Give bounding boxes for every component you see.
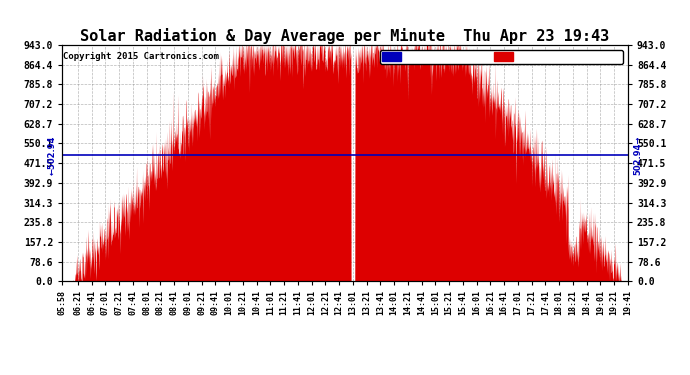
- Legend: Median  (w/m2), Radiation  (w/m2): Median (w/m2), Radiation (w/m2): [380, 50, 623, 64]
- Title: Solar Radiation & Day Average per Minute  Thu Apr 23 19:43: Solar Radiation & Day Average per Minute…: [80, 28, 610, 44]
- Text: Copyright 2015 Cartronics.com: Copyright 2015 Cartronics.com: [63, 52, 219, 61]
- Text: 502.94→: 502.94→: [633, 135, 642, 175]
- Text: ←502.94: ←502.94: [48, 135, 57, 175]
